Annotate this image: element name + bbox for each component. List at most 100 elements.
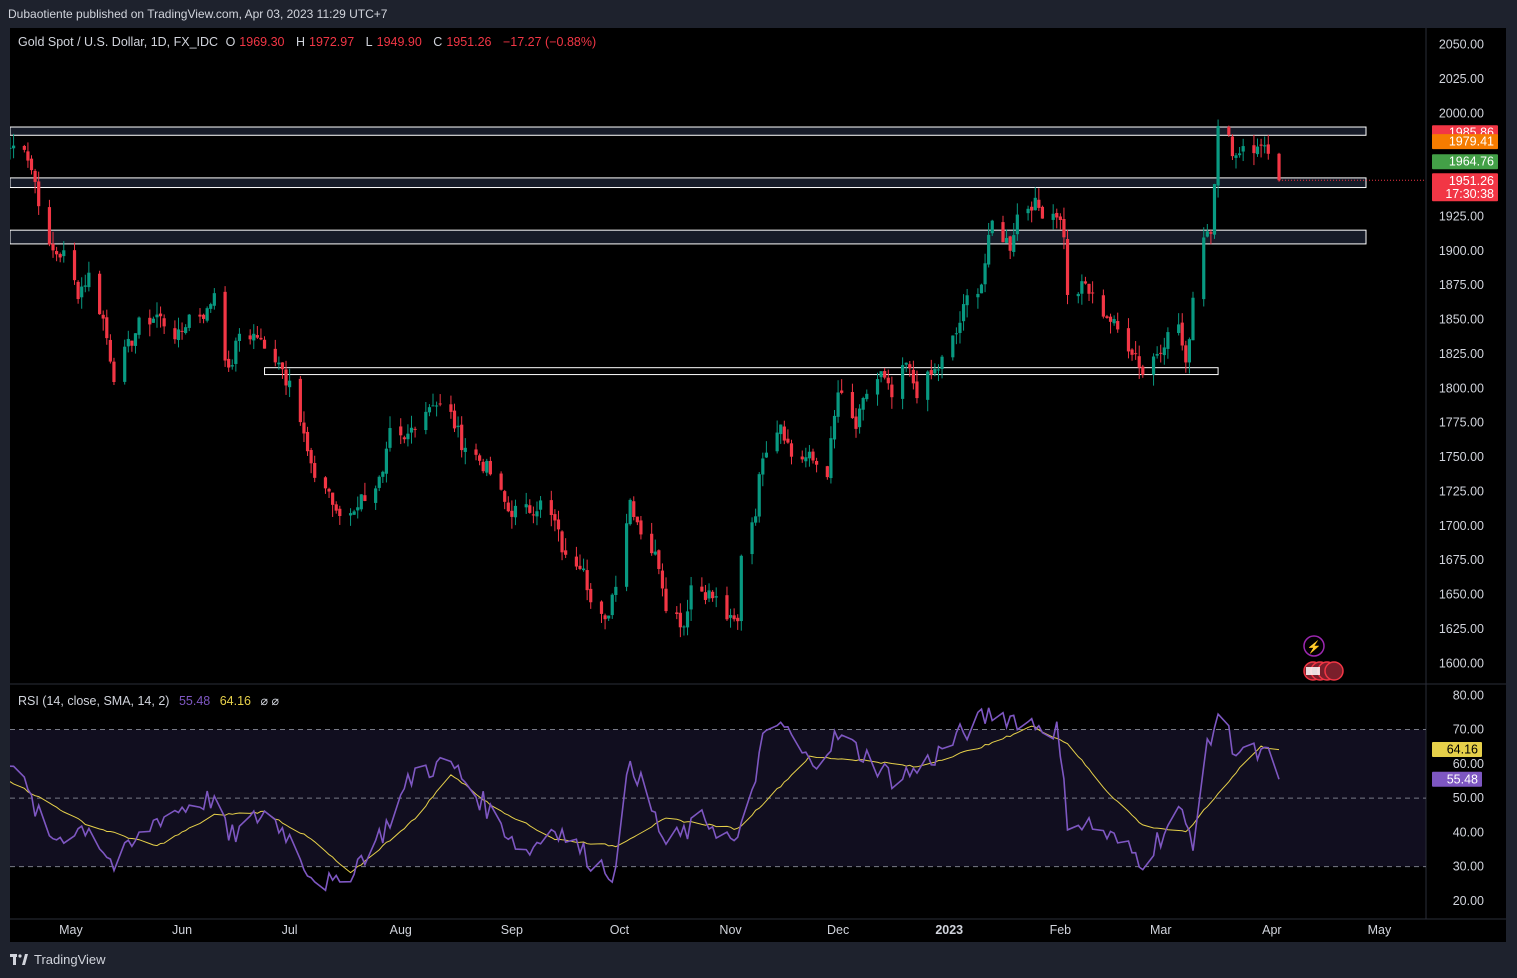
candle-body[interactable] [1237, 153, 1242, 156]
candle-body[interactable] [474, 449, 478, 455]
candle-body[interactable] [732, 615, 736, 620]
candle-body[interactable] [861, 397, 865, 410]
candle-body[interactable] [105, 317, 109, 339]
candle-body[interactable] [1126, 328, 1131, 352]
tradingview-logo[interactable]: TradingView [10, 952, 106, 967]
candle-body[interactable] [660, 570, 665, 589]
candle-body[interactable] [1252, 145, 1256, 154]
candle-body[interactable] [728, 615, 733, 618]
candle-body[interactable] [456, 425, 460, 428]
candle-body[interactable] [1205, 231, 1209, 237]
candle-body[interactable] [209, 304, 213, 309]
candle-body[interactable] [1134, 353, 1138, 355]
candle-body[interactable] [1191, 297, 1195, 341]
candle-body[interactable] [789, 443, 794, 457]
candle-body[interactable] [954, 333, 958, 335]
candle-body[interactable] [198, 314, 202, 317]
candle-body[interactable] [901, 365, 905, 399]
candle-body[interactable] [1177, 324, 1181, 334]
candle-body[interactable] [610, 594, 614, 616]
candle-body[interactable] [513, 505, 518, 518]
candle-body[interactable] [1076, 293, 1080, 297]
candle-body[interactable] [911, 369, 915, 384]
candle-body[interactable] [1080, 281, 1084, 294]
candle-body[interactable] [280, 362, 285, 370]
candle-body[interactable] [348, 513, 353, 516]
candle-body[interactable] [434, 405, 439, 407]
candle-body[interactable] [987, 234, 991, 265]
candle-body[interactable] [237, 333, 242, 342]
candle-body[interactable] [384, 448, 389, 474]
candle-body[interactable] [22, 145, 26, 150]
candle-body[interactable] [409, 427, 414, 433]
candle-body[interactable] [62, 250, 66, 257]
candle-body[interactable] [858, 408, 862, 428]
candle-body[interactable] [850, 392, 855, 419]
candle-body[interactable] [485, 460, 489, 473]
candle-body[interactable] [55, 251, 59, 255]
support-resistance-zone[interactable] [10, 126, 1367, 136]
candle-body[interactable] [1187, 339, 1192, 363]
candle-body[interactable] [1234, 155, 1238, 158]
candle-body[interactable] [298, 378, 302, 423]
candle-body[interactable] [262, 339, 267, 349]
candle-body[interactable] [1130, 349, 1134, 355]
candle-body[interactable] [173, 328, 177, 340]
candle-body[interactable] [1065, 239, 1070, 295]
candle-body[interactable] [961, 304, 966, 322]
lightning-event-icon[interactable] [1303, 635, 1325, 657]
candle-body[interactable] [37, 181, 41, 207]
candle-body[interactable] [711, 591, 715, 599]
candle-body[interactable] [313, 463, 317, 478]
support-resistance-zone[interactable] [10, 229, 1367, 245]
candle-body[interactable] [123, 346, 127, 382]
candle-body[interactable] [1266, 144, 1270, 154]
candle-body[interactable] [1008, 236, 1012, 251]
candle-body[interactable] [438, 403, 442, 405]
candle-body[interactable] [832, 415, 837, 440]
candle-body[interactable] [305, 431, 310, 452]
candle-body[interactable] [779, 424, 783, 435]
candle-body[interactable] [628, 499, 632, 525]
rsi-title[interactable]: RSI (14, close, SMA, 14, 2) [18, 694, 170, 708]
candle-body[interactable] [227, 358, 231, 368]
candle-body[interactable] [277, 362, 281, 365]
candle-body[interactable] [463, 447, 467, 452]
candle-body[interactable] [653, 551, 657, 555]
candle-body[interactable] [650, 533, 654, 554]
candle-body[interactable] [886, 377, 890, 384]
candle-body[interactable] [700, 586, 704, 592]
candle-body[interactable] [460, 424, 464, 451]
candle-body[interactable] [958, 322, 962, 333]
candle-body[interactable] [83, 285, 87, 287]
candle-body[interactable] [80, 286, 84, 298]
candle-body[interactable] [1202, 237, 1206, 300]
candle-body[interactable] [678, 612, 682, 628]
candle-body[interactable] [1015, 214, 1019, 235]
candle-body[interactable] [607, 615, 611, 619]
candle-body[interactable] [1141, 366, 1145, 375]
candle-body[interactable] [212, 293, 216, 306]
candle-body[interactable] [664, 588, 668, 612]
candle-body[interactable] [1162, 347, 1166, 356]
candle-body[interactable] [528, 505, 532, 513]
candle-body[interactable] [187, 314, 191, 328]
candle-body[interactable] [1263, 145, 1267, 147]
candle-body[interactable] [26, 151, 30, 161]
candle-body[interactable] [381, 471, 385, 477]
candle-body[interactable] [585, 570, 589, 591]
candle-body[interactable] [11, 145, 16, 149]
candle-body[interactable] [130, 340, 134, 346]
candle-body[interactable] [1105, 316, 1109, 319]
candle-body[interactable] [707, 590, 711, 599]
candle-body[interactable] [761, 458, 765, 475]
candle-body[interactable] [1255, 146, 1260, 155]
candle-body[interactable] [807, 451, 812, 459]
candle-body[interactable] [488, 460, 492, 475]
candle-body[interactable] [1101, 295, 1105, 317]
candle-body[interactable] [506, 502, 510, 512]
candle-body[interactable] [374, 488, 378, 503]
support-resistance-zone[interactable] [264, 367, 1219, 376]
candle-body[interactable] [538, 500, 543, 510]
candle-body[interactable] [614, 586, 618, 595]
